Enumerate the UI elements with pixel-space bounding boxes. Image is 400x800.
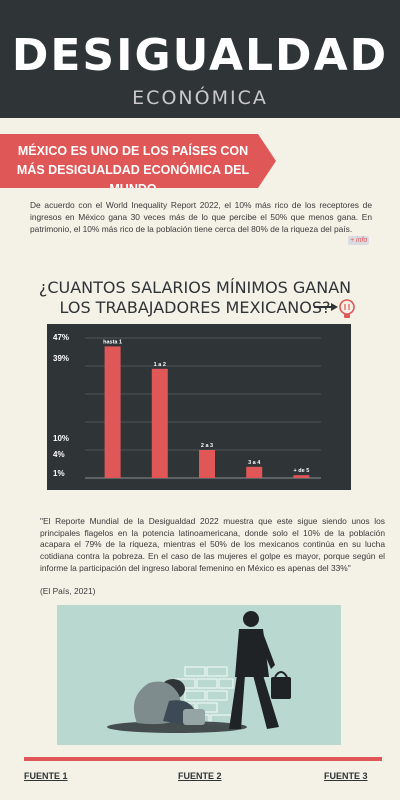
more-info-link[interactable]: + info	[348, 236, 370, 245]
chart-bar	[199, 450, 215, 478]
chart-value-label: 10%	[53, 434, 69, 443]
chart-value-label: 4%	[53, 450, 65, 459]
header-banner: DESIGUALDAD ECONÓMICA	[0, 0, 400, 118]
chart-category-label: 3 a 4	[248, 460, 261, 466]
quote-source: (El País, 2021)	[40, 586, 96, 596]
crouching-man-figure	[133, 679, 205, 725]
chart-bar	[293, 475, 310, 478]
intro-paragraph: De acuerdo con el World Inequality Repor…	[30, 200, 372, 234]
page-subtitle: ECONÓMICA	[132, 87, 268, 109]
inequality-illustration	[57, 605, 341, 745]
walking-businessman-figure	[229, 611, 291, 729]
chart-category-label: hasta 1	[103, 339, 122, 345]
lightbulb-icon	[339, 299, 355, 318]
chart-title: ¿CUANTOS SALARIOS MÍNIMOS GANAN LOS TRAB…	[38, 278, 352, 317]
quote-paragraph: "El Reporte Mundial de la Desigualdad 20…	[40, 516, 385, 573]
chart-category-label: 1 a 2	[154, 362, 166, 368]
page-title: DESIGUALDAD	[11, 30, 389, 81]
chart-value-label: 39%	[53, 354, 69, 363]
chart-bar	[104, 346, 121, 478]
arrow-right-icon	[314, 303, 338, 311]
chart-category-label: 2 a 3	[201, 443, 213, 449]
chart-value-label: 47%	[53, 333, 69, 342]
footer-divider	[24, 757, 382, 761]
source-link-3[interactable]: FUENTE 3	[324, 771, 368, 781]
source-link-2[interactable]: FUENTE 2	[178, 771, 222, 781]
chart-bar	[246, 466, 263, 478]
source-link-1[interactable]: FUENTE 1	[24, 771, 68, 781]
chart-value-label: 1%	[53, 469, 65, 478]
salary-bar-chart: hasta 1 47% 1 a 2 39% 2 a 3 10% 3 a 4 4% + de 5 1…	[47, 324, 351, 490]
headline-ribbon: MÉXICO ES UNO DE LOS PAÍSES CON MÁS DESI…	[0, 134, 276, 188]
chart-bar	[151, 368, 168, 478]
chart-category-label: + de 5	[294, 468, 310, 474]
